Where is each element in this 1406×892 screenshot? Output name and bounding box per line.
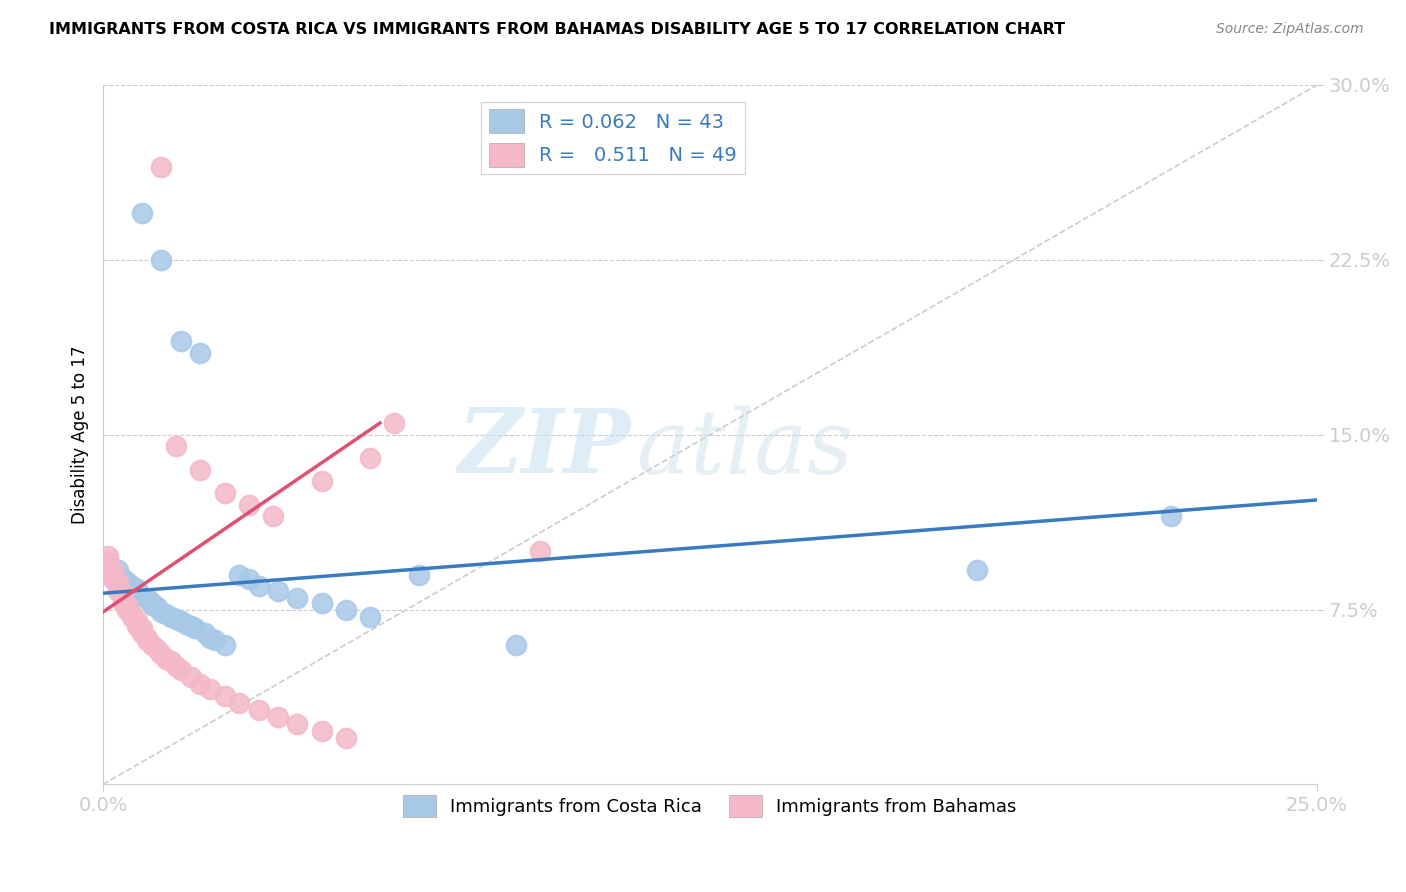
Point — [335, 602, 357, 616]
Point — [198, 681, 221, 696]
Point — [228, 696, 250, 710]
Point — [131, 621, 153, 635]
Y-axis label: Disability Age 5 to 17: Disability Age 5 to 17 — [72, 345, 89, 524]
Point — [97, 560, 120, 574]
Point — [247, 703, 270, 717]
Point — [505, 638, 527, 652]
Point — [117, 574, 139, 589]
Point — [150, 160, 173, 174]
Point — [107, 563, 129, 577]
Point — [180, 670, 202, 684]
Point — [155, 651, 177, 665]
Point — [262, 509, 284, 524]
Point — [180, 619, 202, 633]
Point — [117, 598, 139, 612]
Point — [408, 567, 430, 582]
Point — [285, 716, 308, 731]
Point — [101, 572, 124, 586]
Text: Source: ZipAtlas.com: Source: ZipAtlas.com — [1216, 22, 1364, 37]
Point — [214, 689, 236, 703]
Point — [170, 614, 193, 628]
Point — [160, 609, 183, 624]
Point — [150, 252, 173, 267]
Point — [335, 731, 357, 745]
Point — [150, 647, 173, 661]
Point — [101, 560, 124, 574]
Point — [311, 723, 333, 738]
Point — [131, 206, 153, 220]
Point — [121, 609, 143, 624]
Point — [214, 486, 236, 500]
Point — [1160, 509, 1182, 524]
Point — [359, 609, 381, 624]
Point — [145, 600, 167, 615]
Point — [165, 658, 187, 673]
Point — [117, 577, 139, 591]
Point — [145, 642, 167, 657]
Point — [107, 583, 129, 598]
Point — [155, 607, 177, 622]
Point — [529, 544, 551, 558]
Point — [359, 450, 381, 465]
Point — [170, 334, 193, 349]
Point — [111, 596, 134, 610]
Point — [107, 574, 129, 589]
Point — [101, 563, 124, 577]
Point — [111, 591, 134, 605]
Point — [121, 579, 143, 593]
Point — [111, 586, 134, 600]
Point — [188, 677, 211, 691]
Point — [101, 567, 124, 582]
Text: atlas: atlas — [637, 405, 853, 492]
Text: ZIP: ZIP — [458, 406, 631, 491]
Point — [135, 632, 157, 647]
Point — [160, 654, 183, 668]
Point — [228, 567, 250, 582]
Point — [238, 498, 260, 512]
Point — [131, 589, 153, 603]
Point — [117, 602, 139, 616]
Point — [165, 612, 187, 626]
Point — [135, 631, 157, 645]
Point — [131, 625, 153, 640]
Point — [204, 632, 226, 647]
Point — [97, 549, 120, 563]
Point — [285, 591, 308, 605]
Point — [141, 598, 163, 612]
Point — [267, 710, 290, 724]
Point — [107, 579, 129, 593]
Point — [97, 553, 120, 567]
Point — [127, 619, 149, 633]
Point — [97, 556, 120, 570]
Point — [127, 582, 149, 596]
Point — [238, 572, 260, 586]
Point — [135, 591, 157, 605]
Point — [141, 596, 163, 610]
Point — [311, 475, 333, 489]
Point — [107, 567, 129, 582]
Point — [184, 621, 207, 635]
Point — [384, 416, 406, 430]
Point — [170, 663, 193, 677]
Point — [214, 638, 236, 652]
Point — [267, 583, 290, 598]
Point — [194, 625, 217, 640]
Point — [188, 463, 211, 477]
Point — [198, 631, 221, 645]
Text: IMMIGRANTS FROM COSTA RICA VS IMMIGRANTS FROM BAHAMAS DISABILITY AGE 5 TO 17 COR: IMMIGRANTS FROM COSTA RICA VS IMMIGRANTS… — [49, 22, 1066, 37]
Point — [150, 605, 173, 619]
Point — [247, 579, 270, 593]
Point — [111, 572, 134, 586]
Point — [174, 616, 197, 631]
Point — [127, 586, 149, 600]
Legend: Immigrants from Costa Rica, Immigrants from Bahamas: Immigrants from Costa Rica, Immigrants f… — [396, 788, 1024, 824]
Point — [127, 614, 149, 628]
Point — [121, 607, 143, 622]
Point — [141, 638, 163, 652]
Point — [165, 439, 187, 453]
Point — [311, 596, 333, 610]
Point — [188, 346, 211, 360]
Point — [966, 563, 988, 577]
